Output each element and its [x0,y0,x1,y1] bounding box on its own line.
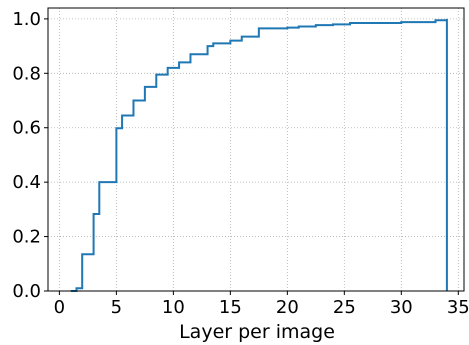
y-tick-label: 0.4 [12,172,41,193]
x-tick-label: 15 [219,297,242,318]
x-tick-label: 20 [276,297,299,318]
y-tick-label: 0.0 [12,281,41,302]
y-tick-label: 0.2 [12,227,41,248]
y-tick-label: 0.8 [12,63,41,84]
x-tick-label: 35 [447,297,469,318]
x-ticks: 0 5 10 15 20 25 30 35 [54,291,469,318]
grid [48,8,464,292]
x-axis-title: Layer per image [179,321,335,343]
x-tick-label: 30 [390,297,413,318]
x-tick-label: 25 [333,297,356,318]
x-tick-label: 0 [54,297,65,318]
cdf-step-line [70,18,448,292]
plot-frame [47,7,465,292]
x-tick-label: 10 [162,297,185,318]
y-tick-label: 0.6 [12,118,41,139]
y-ticks: 0.0 0.2 0.4 0.6 0.8 1.0 [12,9,48,302]
series-layer [70,18,448,292]
y-tick-label: 1.0 [12,9,41,30]
x-tick-label: 5 [111,297,122,318]
